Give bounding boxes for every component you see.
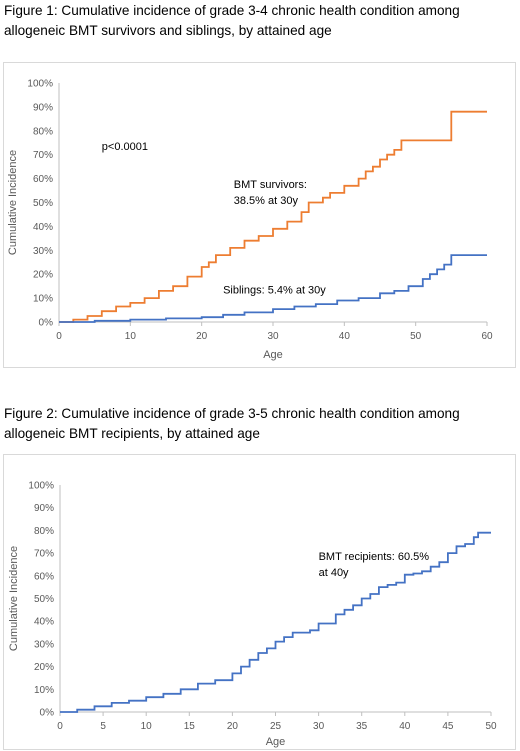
figure2-y-tick-label: 100% — [28, 481, 54, 492]
figure1-x-tick-label: 20 — [196, 331, 208, 342]
figure2-x-tick-label: 10 — [141, 721, 153, 732]
figure2-series-line-0 — [60, 531, 491, 713]
figure1-annotation-1: BMT survivors: 38.5% at 30y — [234, 179, 307, 207]
figure1-y-tick-label: 50% — [33, 198, 53, 209]
figure2-x-tick-label: 15 — [184, 721, 196, 732]
figure1-x-tick-label: 40 — [339, 331, 351, 342]
figure2-y-tick-label: 10% — [34, 685, 54, 696]
figure2-x-tick-label: 20 — [227, 721, 239, 732]
figure2-y-tick-label: 80% — [34, 526, 54, 537]
figure1-y-tick-label: 10% — [33, 294, 53, 305]
figure1-y-tick-label: 90% — [33, 102, 53, 113]
figure2-y-tick-label: 60% — [34, 571, 54, 582]
figure1-y-tick-label: 60% — [33, 174, 53, 185]
figure1-series-line-0 — [59, 110, 487, 323]
figure1-x-tick-label: 0 — [56, 331, 62, 342]
figure1-x-tick-label: 30 — [267, 331, 279, 342]
figure2-y-tick-label: 30% — [34, 639, 54, 650]
figure2-annotation-line: BMT recipients: 60.5% — [319, 551, 430, 563]
figure2-x-tick-label: 35 — [356, 721, 368, 732]
figure1-y-tick-label: 80% — [33, 126, 53, 137]
figure1-x-tick-label: 50 — [410, 331, 422, 342]
figure2-x-tick-label: 0 — [57, 721, 63, 732]
figure2-x-tick-label: 40 — [399, 721, 411, 732]
figure2-y-tick-label: 40% — [34, 617, 54, 628]
figure2-y-tick-label: 0% — [40, 708, 55, 719]
figure1-y-axis-label: Cumulative Incidence — [7, 150, 19, 255]
figure1-annotation-line: 38.5% at 30y — [234, 195, 299, 207]
figure1-x-tick-label: 10 — [125, 331, 137, 342]
figure2-annotation-line: at 40y — [319, 567, 349, 579]
figure1-y-tick-label: 70% — [33, 150, 53, 161]
figure2-caption: Figure 2: Cumulative incidence of grade … — [4, 406, 460, 441]
figure2-x-tick-label: 50 — [485, 721, 497, 732]
figure1-annotation-line: Siblings: 5.4% at 30y — [223, 284, 326, 296]
figure1-annotation-0: p<0.0001 — [102, 141, 148, 153]
figure2-y-axis-label: Cumulative Incidence — [8, 546, 20, 651]
figure1-y-tick-label: 100% — [27, 79, 53, 90]
figure1-y-tick-label: 20% — [33, 270, 53, 281]
figure1-y-tick-label: 0% — [39, 318, 54, 329]
figure1-x-axis-label: Age — [263, 349, 283, 361]
figure1-x-tick-label: 60 — [481, 331, 493, 342]
figure1-chart-frame: 0% 10% 20% 30% 40% 50% 60% 70% 80% 90% 100% 0 10 20 30… — [3, 62, 516, 368]
figure2-chart: 0% 10% 20% 30% 40% 50% 60% 70% 80% 90% 100% 0 5 10 15 2… — [8, 481, 497, 749]
figure2-annotation-0: BMT recipients: 60.5% at 40y — [319, 551, 430, 579]
figure2-chart-frame: 0% 10% 20% 30% 40% 50% 60% 70% 80% 90% 100% 0 5 10 15 2… — [3, 454, 516, 750]
figure1-y-tick-label: 30% — [33, 246, 53, 257]
figure2-x-tick-label: 5 — [100, 721, 106, 732]
figure2-y-tick-label: 50% — [34, 594, 54, 605]
figure2-x-tick-label: 25 — [270, 721, 282, 732]
figure2-y-tick-label: 90% — [34, 503, 54, 514]
figure1-annotation-line: BMT survivors: — [234, 179, 307, 191]
figure2-x-axis-label: Age — [266, 736, 286, 748]
figure1-annotation-2: Siblings: 5.4% at 30y — [223, 284, 326, 296]
figure1-caption: Figure 1: Cumulative incidence of grade … — [4, 3, 460, 38]
figure2-x-tick-label: 45 — [442, 721, 454, 732]
figure1-annotation-line: p<0.0001 — [102, 141, 148, 153]
figure1-series-line-1 — [59, 254, 487, 323]
figure1-y-tick-label: 40% — [33, 222, 53, 233]
figure2-x-tick-label: 30 — [313, 721, 325, 732]
figure2-y-tick-label: 20% — [34, 662, 54, 673]
figure2-y-tick-label: 70% — [34, 549, 54, 560]
figure1-chart: 0% 10% 20% 30% 40% 50% 60% 70% 80% 90% 100% 0 10 20 30… — [7, 79, 493, 362]
